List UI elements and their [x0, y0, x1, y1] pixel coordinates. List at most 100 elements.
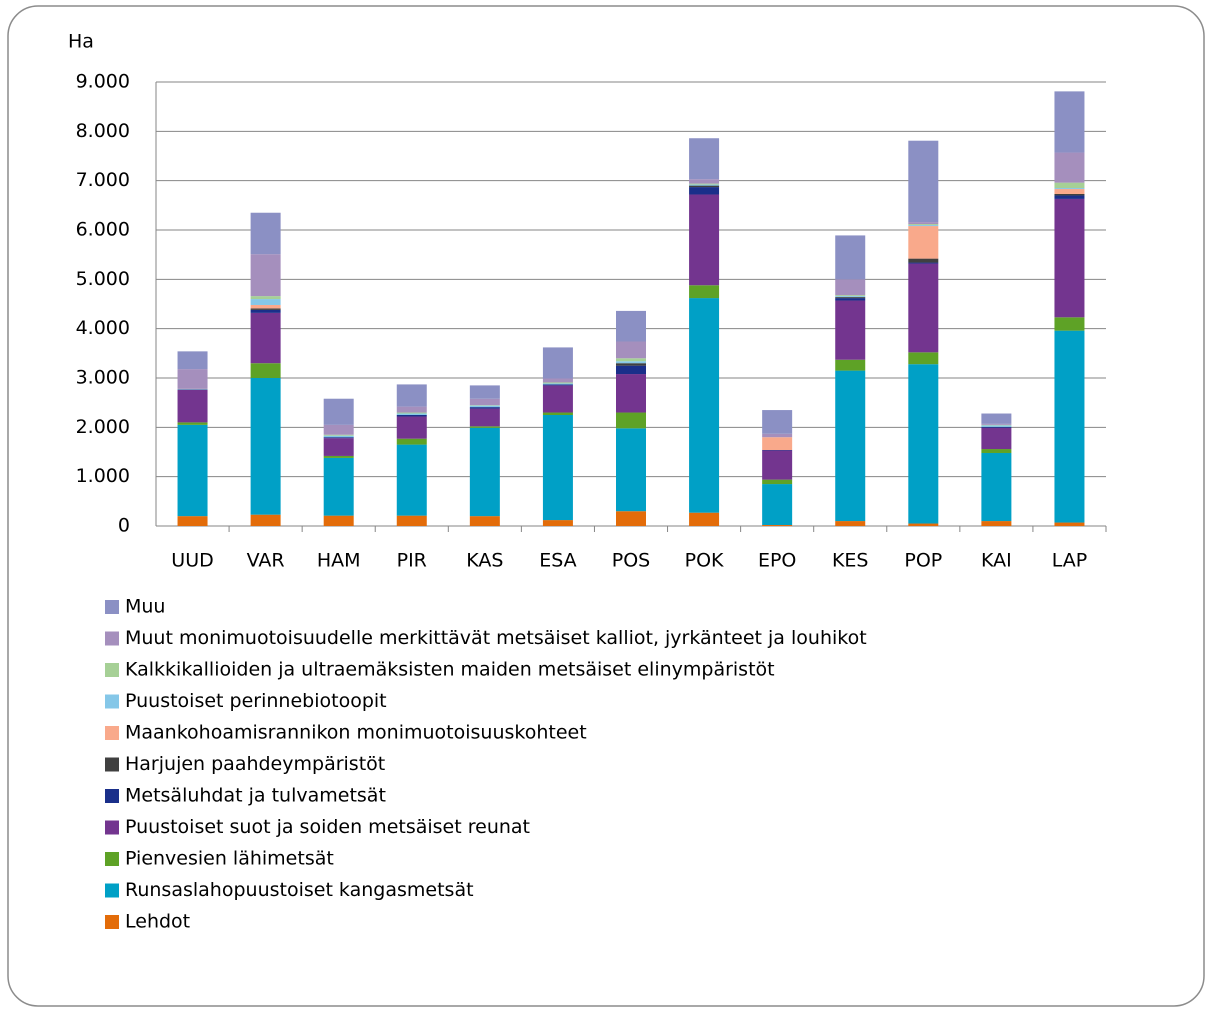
bar-segment [324, 516, 354, 526]
legend-swatch [105, 600, 119, 614]
x-tick-label: PIR [397, 550, 427, 572]
bar-segment [908, 352, 938, 364]
bar-segment [251, 296, 281, 299]
bar-segment [251, 515, 281, 526]
y-tick-label: 8.000 [76, 120, 130, 142]
bar-segment [397, 384, 427, 406]
bar-segment [762, 484, 792, 525]
bar-segment [178, 422, 208, 424]
bar-segment [835, 360, 865, 371]
bar-segment [981, 453, 1011, 521]
bar-segment [689, 187, 719, 194]
bar-segment [178, 425, 208, 516]
legend-swatch [105, 758, 119, 772]
bar-segment [835, 235, 865, 279]
bar-segment [397, 407, 427, 413]
bar-segment [981, 521, 1011, 526]
bar-segment [543, 385, 573, 412]
bar-segment [324, 399, 354, 425]
bar-segment [397, 413, 427, 414]
bar-segment [616, 358, 646, 361]
bar-segment [1054, 523, 1084, 526]
bar-segment [689, 179, 719, 183]
bar-segment [251, 308, 281, 309]
bar-segment [397, 414, 427, 415]
bar-segment [762, 410, 792, 434]
x-tick-label: KAI [981, 550, 1012, 572]
bar-segment [1054, 194, 1084, 195]
x-tick-label: KAS [466, 550, 503, 572]
bar-segment [616, 363, 646, 365]
bar-segment [543, 347, 573, 378]
y-tick-label: 1.000 [76, 465, 130, 487]
bar-segment [543, 378, 573, 382]
legend-swatch [105, 789, 119, 803]
bar-segment [251, 313, 281, 363]
x-tick-label: ESA [539, 550, 576, 572]
legend-label: Kalkkikallioiden ja ultraemäksisten maid… [125, 659, 775, 681]
bar-segment [689, 138, 719, 179]
bar-segment [543, 413, 573, 415]
y-tick-label: 7.000 [76, 169, 130, 191]
bar-segment [908, 222, 938, 224]
bar-segment [178, 369, 208, 389]
bar-segment [835, 521, 865, 526]
bar-segment [981, 449, 1011, 453]
legend-label: Puustoiset perinnebiotoopit [125, 690, 387, 712]
bar-segment [1054, 153, 1084, 183]
bar-segment [543, 415, 573, 520]
y-axis-label: Ha [68, 31, 94, 53]
bar-segment [908, 264, 938, 353]
bar-segment [616, 511, 646, 526]
legend-swatch [105, 915, 119, 929]
bar-segment [616, 311, 646, 342]
bar-segment [689, 184, 719, 185]
bar-segment [835, 296, 865, 297]
legend-swatch [105, 852, 119, 866]
bar-segment [251, 363, 281, 378]
bar-segment [835, 297, 865, 298]
legend-label: Metsäluhdat ja tulvametsät [125, 785, 386, 807]
bar-segment [251, 305, 281, 308]
bar-segment [835, 279, 865, 295]
bar-segment [689, 298, 719, 513]
x-tick-label: HAM [317, 550, 361, 572]
y-tick-label: 5.000 [76, 268, 130, 290]
y-tick-label: 4.000 [76, 317, 130, 339]
bar-segment [543, 383, 573, 384]
bar-segment [1054, 331, 1084, 523]
bar-segment [324, 436, 354, 437]
bar-segment [616, 428, 646, 511]
bar-segment [324, 425, 354, 435]
bar-segment [397, 416, 427, 438]
x-tick-label: KES [832, 550, 869, 572]
bar-segment [689, 185, 719, 186]
bar-segment [981, 425, 1011, 426]
bar-segment [470, 428, 500, 516]
legend-swatch [105, 695, 119, 709]
bar-segment [908, 224, 938, 225]
bar-segment [397, 516, 427, 526]
bar-segment [908, 141, 938, 222]
bar-segment [470, 409, 500, 427]
bar-segment [324, 437, 354, 438]
bar-segment [689, 186, 719, 187]
bar-segment [908, 364, 938, 523]
y-tick-label: 0 [118, 515, 130, 537]
x-tick-label: POS [612, 550, 650, 572]
bar-segment [908, 225, 938, 226]
bar-segment [835, 298, 865, 300]
bar-segment [835, 295, 865, 296]
bar-segment [251, 254, 281, 296]
bar-segment [835, 371, 865, 521]
x-tick-label: LAP [1052, 550, 1087, 572]
bar-segment [616, 341, 646, 358]
bar-segment [397, 439, 427, 445]
x-tick-label: VAR [247, 550, 285, 572]
bar-segment [908, 524, 938, 526]
bar-segment [616, 366, 646, 374]
bar-segment [762, 480, 792, 484]
bar-segment [1054, 91, 1084, 152]
x-tick-label: POP [904, 550, 942, 572]
